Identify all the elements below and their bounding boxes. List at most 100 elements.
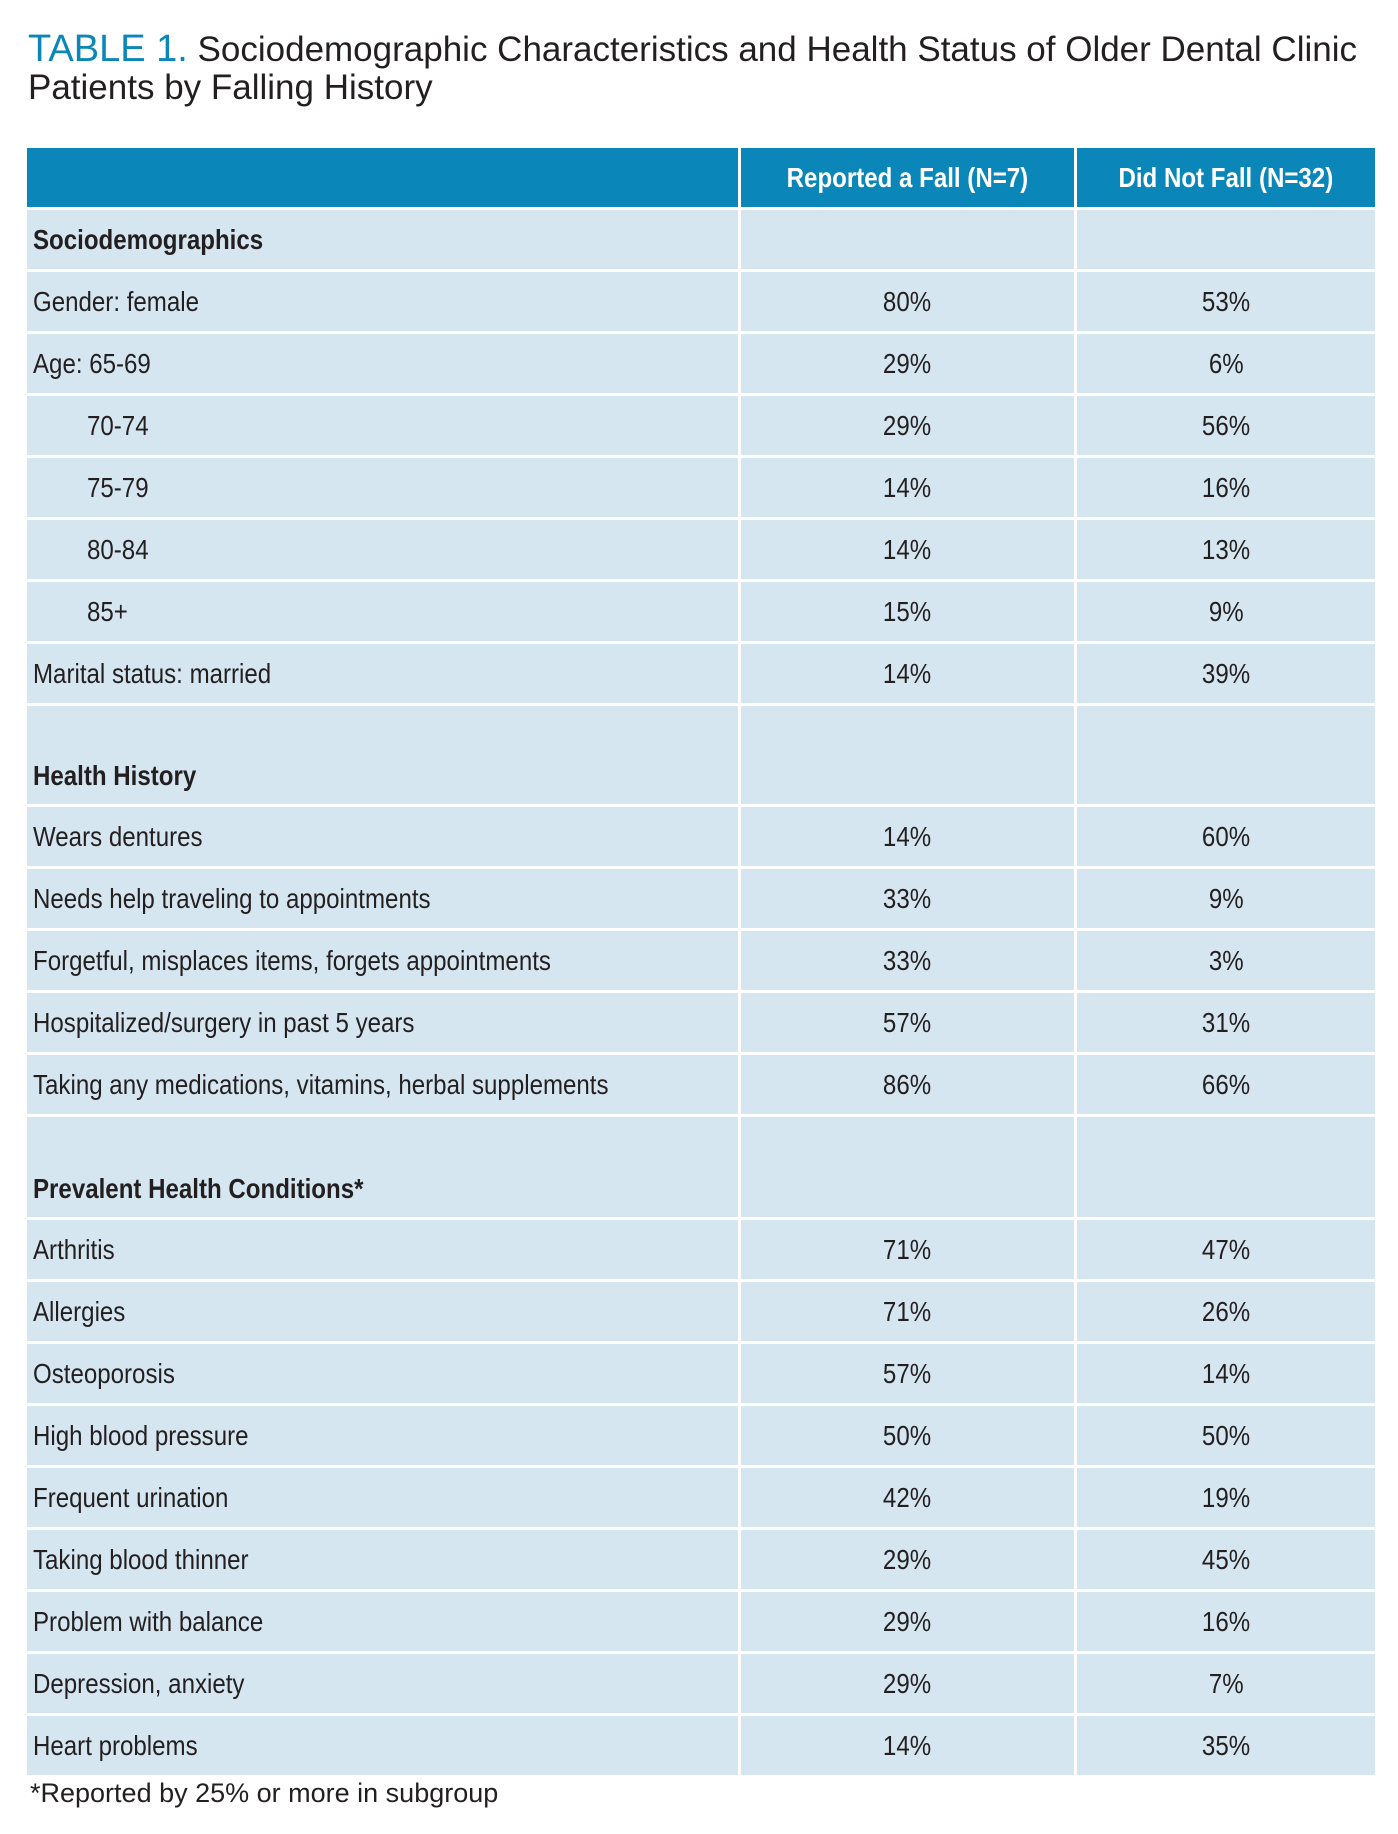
section-empty-cell [741,210,1074,269]
reported-fall-value: 15% [741,582,1074,641]
did-not-fall-value: 9% [1077,869,1375,928]
row-label: Frequent urination [27,1468,738,1527]
table-row: Age: 65-69 29% 6% [27,334,1375,393]
section-row: Health History [27,706,1375,804]
reported-fall-value: 71% [741,1282,1074,1341]
section-empty-cell [1077,706,1375,804]
section-heading: Prevalent Health Conditions* [27,1117,738,1217]
table-title-line2: Patients by Falling History [28,68,433,107]
reported-fall-value: 14% [741,807,1074,866]
table-row: Marital status: married 14% 39% [27,644,1375,703]
row-label: Heart problems [27,1716,738,1775]
row-label: Forgetful, misplaces items, forgets appo… [27,931,738,990]
did-not-fall-value: 66% [1077,1055,1375,1114]
table-body: Sociodemographics Gender: female 80% 53% Age… [27,210,1375,1775]
row-label: 85+ [27,582,738,641]
row-label: Arthritis [27,1220,738,1279]
row-label: Taking blood thinner [27,1530,738,1589]
row-label: Osteoporosis [27,1344,738,1403]
table-row: Forgetful, misplaces items, forgets appo… [27,931,1375,990]
did-not-fall-value: 45% [1077,1530,1375,1589]
reported-fall-value: 80% [741,272,1074,331]
reported-fall-value: 50% [741,1406,1074,1465]
table-row: High blood pressure 50% 50% [27,1406,1375,1465]
table-row: Frequent urination 42% 19% [27,1468,1375,1527]
section-empty-cell [1077,1117,1375,1217]
table-row: Wears dentures 14% 60% [27,807,1375,866]
row-label: Allergies [27,1282,738,1341]
reported-fall-value: 14% [741,644,1074,703]
did-not-fall-value: 16% [1077,458,1375,517]
did-not-fall-value: 14% [1077,1344,1375,1403]
footnote: *Reported by 25% or more in subgroup [30,1778,499,1808]
row-label: 70-74 [27,396,738,455]
header-reported-fall: Reported a Fall (N=7) [741,148,1074,207]
section-empty-cell [741,1117,1074,1217]
did-not-fall-value: 6% [1077,334,1375,393]
table-label: TABLE 1. [28,28,188,70]
reported-fall-value: 57% [741,1344,1074,1403]
row-label: Needs help traveling to appointments [27,869,738,928]
reported-fall-value: 14% [741,520,1074,579]
did-not-fall-value: 13% [1077,520,1375,579]
reported-fall-value: 71% [741,1220,1074,1279]
table-row: Taking any medications, vitamins, herbal… [27,1055,1375,1114]
table-row: 75-79 14% 16% [27,458,1375,517]
table-row: Needs help traveling to appointments 33% 9… [27,869,1375,928]
did-not-fall-value: 56% [1077,396,1375,455]
row-label: Taking any medications, vitamins, herbal… [27,1055,738,1114]
did-not-fall-value: 60% [1077,807,1375,866]
row-label: High blood pressure [27,1406,738,1465]
reported-fall-value: 14% [741,458,1074,517]
did-not-fall-value: 3% [1077,931,1375,990]
table-row: 85+ 15% 9% [27,582,1375,641]
table-row: Allergies 71% 26% [27,1282,1375,1341]
did-not-fall-value: 7% [1077,1654,1375,1713]
table-row: Heart problems 14% 35% [27,1716,1375,1775]
table-row: 80-84 14% 13% [27,520,1375,579]
table-row: Arthritis 71% 47% [27,1220,1375,1279]
table-row: Taking blood thinner 29% 45% [27,1530,1375,1589]
did-not-fall-value: 19% [1077,1468,1375,1527]
section-empty-cell [741,706,1074,804]
did-not-fall-value: 26% [1077,1282,1375,1341]
table-title-line1: Sociodemographic Characteristics and Hea… [197,30,1357,69]
did-not-fall-value: 31% [1077,993,1375,1052]
data-table: Reported a Fall (N=7) Did Not Fall (N=32… [24,145,1378,1778]
row-label: Age: 65-69 [27,334,738,393]
header-blank-cell [27,148,738,207]
row-label: Wears dentures [27,807,738,866]
reported-fall-value: 33% [741,869,1074,928]
section-row: Sociodemographics [27,210,1375,269]
row-label: Depression, anxiety [27,1654,738,1713]
row-label: 80-84 [27,520,738,579]
section-heading: Health History [27,706,738,804]
table-row: Depression, anxiety 29% 7% [27,1654,1375,1713]
did-not-fall-value: 35% [1077,1716,1375,1775]
reported-fall-value: 29% [741,1530,1074,1589]
table-row: Gender: female 80% 53% [27,272,1375,331]
reported-fall-value: 29% [741,396,1074,455]
table-row: Problem with balance 29% 16% [27,1592,1375,1651]
did-not-fall-value: 9% [1077,582,1375,641]
did-not-fall-value: 53% [1077,272,1375,331]
did-not-fall-value: 16% [1077,1592,1375,1651]
reported-fall-value: 57% [741,993,1074,1052]
reported-fall-value: 86% [741,1055,1074,1114]
row-label: 75-79 [27,458,738,517]
row-label: Problem with balance [27,1592,738,1651]
did-not-fall-value: 47% [1077,1220,1375,1279]
did-not-fall-value: 39% [1077,644,1375,703]
did-not-fall-value: 50% [1077,1406,1375,1465]
table-title: TABLE 1. Sociodemographic Characteristic… [28,30,1368,107]
row-label: Marital status: married [27,644,738,703]
table-row: 70-74 29% 56% [27,396,1375,455]
table-row: Osteoporosis 57% 14% [27,1344,1375,1403]
reported-fall-value: 29% [741,1592,1074,1651]
header-row: Reported a Fall (N=7) Did Not Fall (N=32… [27,148,1375,207]
reported-fall-value: 29% [741,334,1074,393]
section-empty-cell [1077,210,1375,269]
row-label: Hospitalized/surgery in past 5 years [27,993,738,1052]
section-row: Prevalent Health Conditions* [27,1117,1375,1217]
reported-fall-value: 14% [741,1716,1074,1775]
